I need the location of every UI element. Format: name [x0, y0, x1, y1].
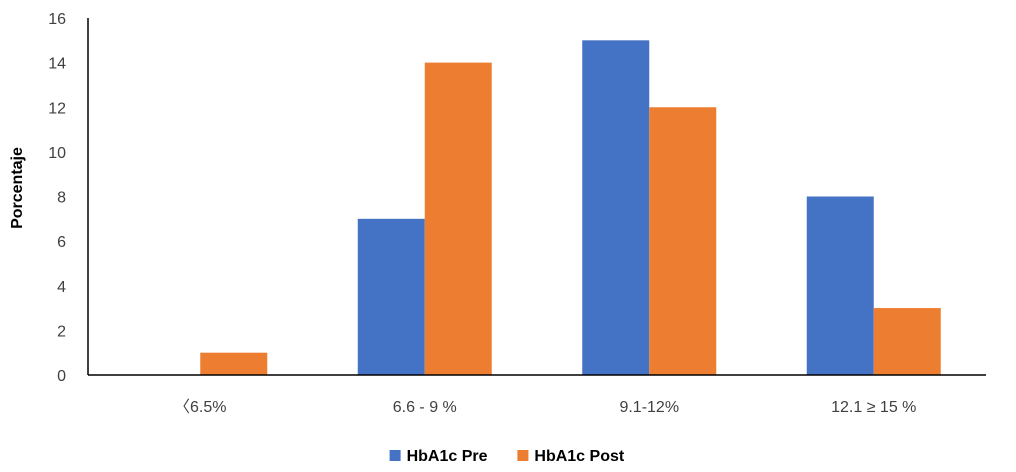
- y-tick-label: 10: [48, 145, 66, 162]
- y-tick-label: 4: [57, 279, 66, 296]
- x-axis-ticks: 〈6.5% 6.6 - 9 % 9.1-12% 12.1 ≥ 15 %: [174, 399, 916, 416]
- legend-label: HbA1c Pre: [407, 448, 488, 465]
- bar-hba1c-post-4: [873, 308, 941, 375]
- bar-hba1c-post-2: [424, 62, 492, 375]
- y-axis-ticks: 0 2 4 6 8 10 12 14 16: [48, 11, 66, 385]
- x-tick-label: 6.6 - 9 %: [393, 399, 457, 416]
- bar-hba1c-pre-4: [806, 196, 874, 375]
- bar-hba1c-post-3: [649, 107, 717, 375]
- y-tick-label: 2: [57, 323, 66, 340]
- x-tick-label: 9.1-12%: [619, 399, 679, 416]
- y-axis-title: Porcentaje: [9, 147, 26, 229]
- legend-swatch: [389, 450, 401, 461]
- bar-hba1c-post-1: [200, 352, 268, 375]
- y-tick-label: 8: [57, 190, 66, 207]
- legend-swatch: [517, 450, 529, 461]
- y-tick-label: 0: [57, 368, 66, 385]
- y-tick-label: 12: [48, 100, 66, 117]
- legend: HbA1c Pre HbA1c Post: [389, 448, 625, 465]
- legend-label: HbA1c Post: [534, 448, 624, 465]
- bar-hba1c-pre-2: [357, 218, 425, 375]
- y-tick-label: 6: [57, 234, 66, 251]
- bar-series-group: [200, 40, 941, 375]
- x-tick-label: 12.1 ≥ 15 %: [831, 399, 916, 416]
- x-tick-label: 〈6.5%: [174, 399, 226, 416]
- y-tick-label: 16: [48, 11, 66, 28]
- bar-hba1c-pre-3: [582, 40, 650, 375]
- y-tick-label: 14: [48, 56, 66, 73]
